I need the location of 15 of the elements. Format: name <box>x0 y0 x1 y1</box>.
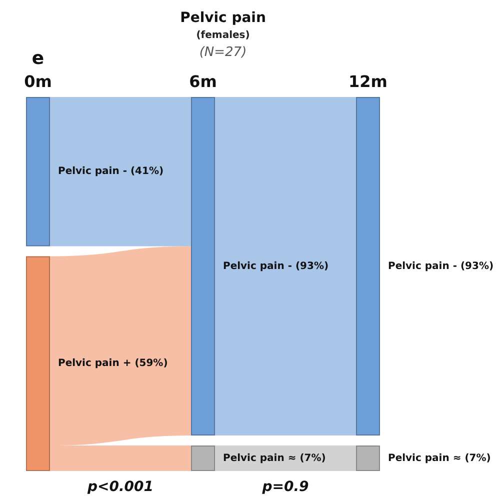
text: p=0.9 <box>261 479 310 495</box>
text: (N=27) <box>199 45 247 60</box>
category-label: 12m <box>348 72 388 91</box>
text: p<0.001 <box>86 479 154 495</box>
text: e <box>32 48 44 69</box>
text: (females) <box>196 30 250 41</box>
text: Pelvic pain <box>180 10 266 26</box>
data-label: Pelvic pain - (93%) <box>223 260 329 272</box>
data-label: Pelvic pain + (59%) <box>58 358 168 370</box>
data-label: Pelvic pain ≈ (7%) <box>223 452 326 464</box>
category-label: 0m <box>24 72 52 91</box>
category-label: 6m <box>189 72 217 91</box>
data-label: Pelvic pain - (41%) <box>58 166 164 178</box>
data-label: Pelvic pain - (93%) <box>388 260 494 272</box>
data-label: Pelvic pain ≈ (7%) <box>388 452 491 464</box>
